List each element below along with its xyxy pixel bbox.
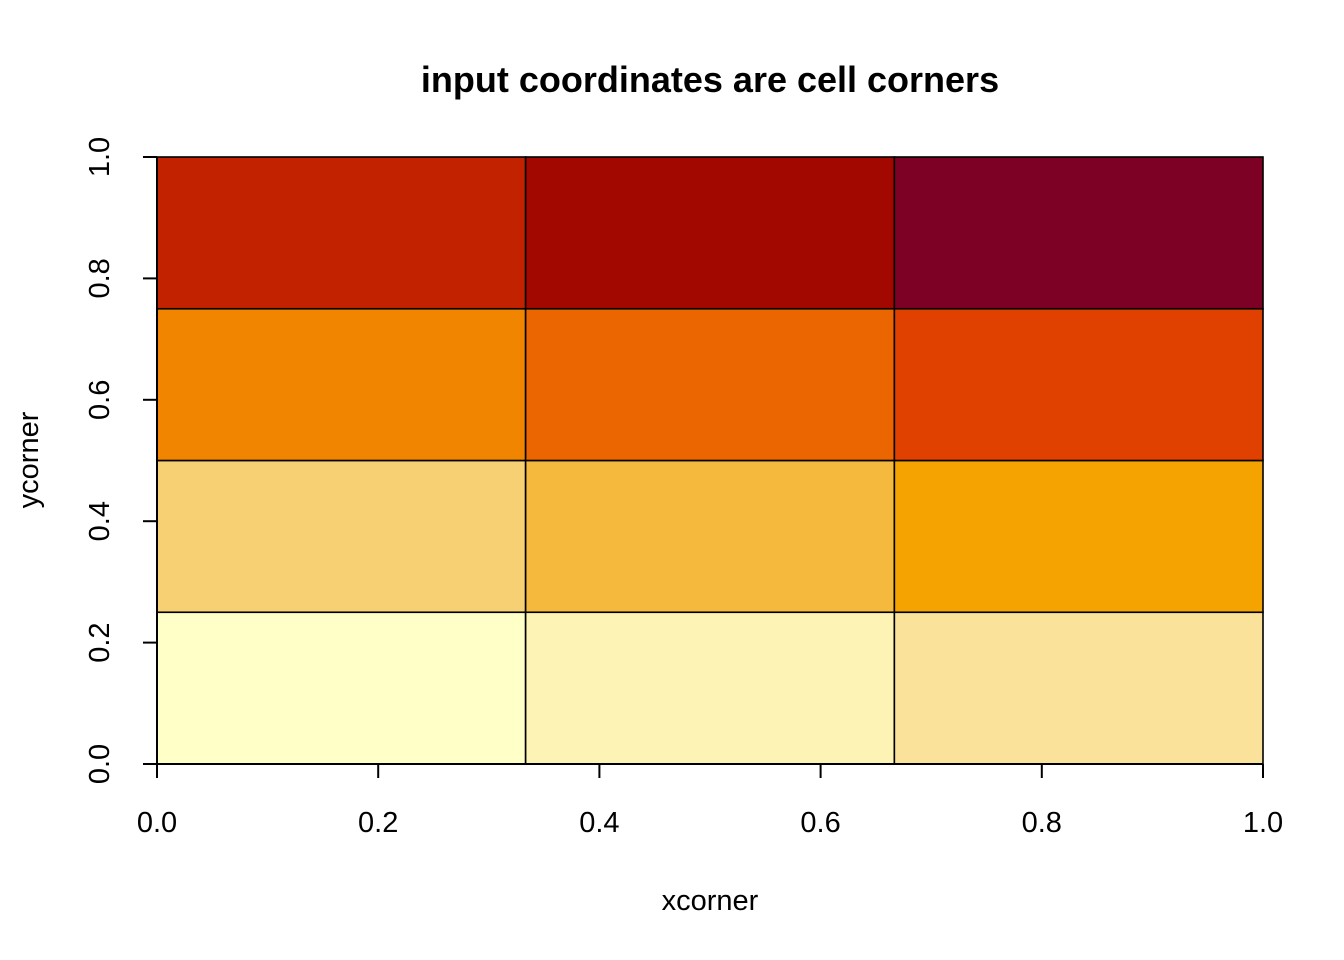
x-tick-label: 0.2 (358, 807, 398, 839)
y-tick-label: 0.2 (84, 622, 116, 662)
y-tick-label: 1.0 (84, 137, 116, 177)
heatmap-cell-r2-c1 (524, 307, 896, 462)
heatmap-cell-r3-c0 (156, 156, 527, 310)
cells-group (156, 156, 1264, 765)
heatmap-cell-r3-c1 (524, 156, 896, 310)
x-tick-label: 1.0 (1243, 807, 1283, 839)
heatmap-cell-r0-c0 (156, 611, 527, 765)
y-axis-title: ycorner (13, 411, 45, 508)
x-axis: 0.0 0.2 0.4 0.6 0.8 1.0 (137, 763, 1283, 839)
heatmap-cell-r2-c0 (156, 307, 527, 462)
x-tick-label: 0.8 (1022, 807, 1062, 839)
y-tick-label: 0.4 (84, 501, 116, 541)
y-tick-label: 0.8 (84, 258, 116, 298)
x-tick-label: 0.6 (800, 807, 840, 839)
x-tick-label: 0.0 (137, 807, 177, 839)
heatmap-cell-r2-c2 (893, 307, 1264, 462)
heatmap-cell-r3-c2 (893, 156, 1264, 310)
heatmap-cell-r1-c0 (156, 459, 527, 614)
y-axis: 0.0 0.2 0.4 0.6 0.8 1.0 (84, 137, 158, 784)
heatmap-cell-r0-c1 (524, 611, 896, 765)
heatmap-cell-r0-c2 (893, 611, 1264, 765)
y-tick-label: 0.0 (84, 744, 116, 784)
x-axis-title: xcorner (662, 885, 759, 917)
x-tick-label: 0.4 (579, 807, 619, 839)
heatmap-cell-r1-c2 (893, 459, 1264, 614)
chart-title: input coordinates are cell corners (421, 59, 999, 100)
y-tick-label: 0.6 (84, 380, 116, 420)
heatmap-cell-r1-c1 (524, 459, 896, 614)
